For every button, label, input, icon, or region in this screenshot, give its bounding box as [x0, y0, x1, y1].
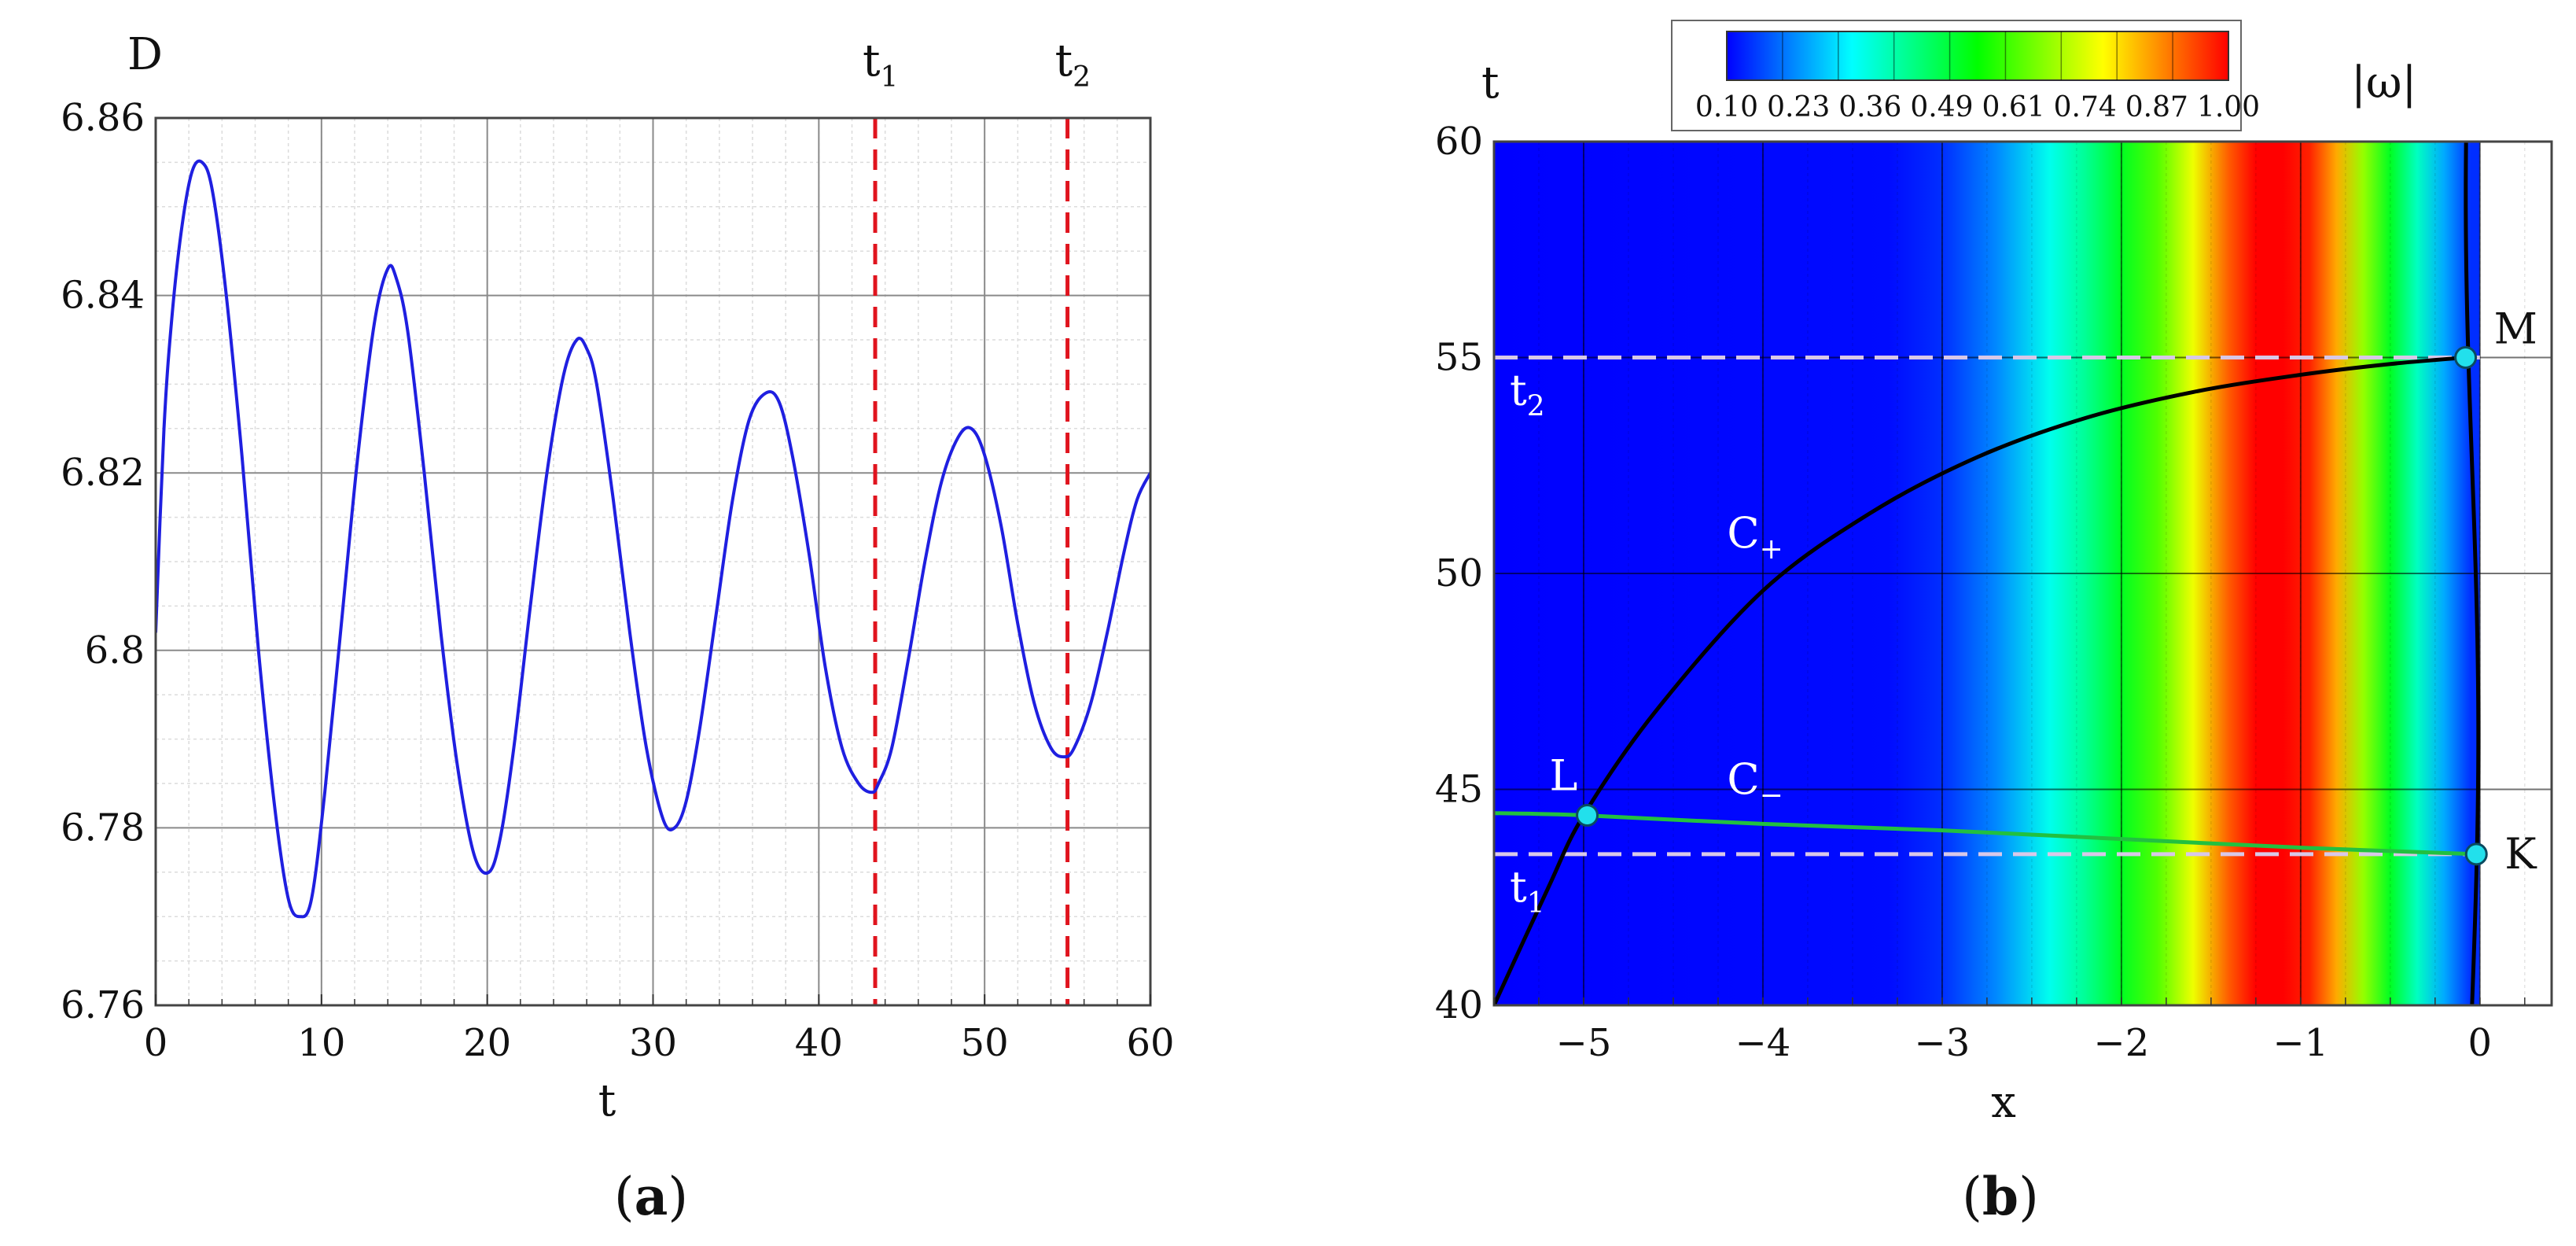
panel-b-curve-label: C−	[1727, 754, 1783, 812]
panel-b-grid	[1494, 142, 2552, 1005]
panel-b-xtick-label: −1	[2272, 1021, 2328, 1065]
panel-b-ytick-label: 40	[1435, 983, 1483, 1027]
panel-a-series-line	[156, 159, 1150, 919]
panel-a-ytick-label: 6.76	[61, 983, 145, 1027]
panel-a-marker-label: t2	[1055, 35, 1091, 94]
panel-b-characteristic-curve	[1494, 811, 2477, 857]
panel-a-marker-label-sub: 1	[881, 61, 899, 94]
panel-a-ytick-label: 6.86	[61, 96, 145, 140]
panel-b-xlabel: x	[1991, 1077, 2016, 1128]
panel-a-xtick-label: 40	[795, 1021, 843, 1065]
panel-b-curve-label-main: C	[1727, 508, 1759, 558]
panel-a-caption: (a)	[614, 1166, 688, 1227]
panel-b-curve-label-sub: +	[1760, 533, 1783, 566]
panel-b-xtick-label: −4	[1735, 1021, 1791, 1065]
panel-b-frame	[1492, 140, 2553, 1007]
panel-a-xlabel: t	[598, 1075, 616, 1126]
panel-b-point-label: L	[1550, 750, 1578, 800]
panel-a-xtick-label: 30	[629, 1021, 677, 1065]
panel-a-xtick-label: 20	[463, 1021, 511, 1065]
panel-b-ytick-label: 60	[1435, 120, 1483, 164]
panel-a-xtick-label: 50	[961, 1021, 1009, 1065]
panel-b-xtick-label: −3	[1915, 1021, 1971, 1065]
panel-a-ytick-label: 6.82	[61, 451, 145, 495]
panel-b-curve-label: C+	[1727, 508, 1783, 566]
panel-a: 0 10 20 30 40 50 606.766.786.86.826.846.86 t1 t…	[61, 29, 1174, 1227]
panel-b-point-M	[2454, 346, 2478, 369]
panel-b-xtick-label: −2	[2093, 1021, 2149, 1065]
panel-b-time-marker-label-main: t	[1510, 366, 1527, 415]
colorbar-tick-label: 0.61	[1982, 91, 2044, 123]
panel-a-marker-label-main: t	[863, 35, 881, 87]
panel-b-curve-label-sub: −	[1760, 780, 1783, 812]
panel-b-point-K	[2464, 842, 2488, 866]
panel-a-xtick-label: 10	[297, 1021, 345, 1065]
panel-a-ticks: 0 10 20 30 40 50 60 6.76 6.78 6.8 6.82 6.84 6.86	[61, 96, 1174, 1065]
colorbar-title: |ω|	[2351, 57, 2416, 109]
panel-b-ylabel: t	[1481, 57, 1500, 109]
panel-b-time-marker-label-main: t	[1510, 862, 1527, 912]
panel-a-marker-label-main: t	[1055, 35, 1073, 87]
panel-a-ylabel: D	[127, 29, 163, 80]
panel-b-ytick-label: 55	[1435, 336, 1483, 380]
panel-a-xtick-label: 60	[1126, 1021, 1174, 1065]
panel-b-curve-label-main: C	[1727, 754, 1759, 804]
panel-a-time-markers	[873, 118, 1070, 1005]
panel-b-time-marker-label: t1	[1510, 862, 1545, 920]
panel-b-point-L	[1576, 803, 1599, 827]
panel-b-xtick-label: 0	[2468, 1021, 2493, 1065]
colorbar-ticks: 0.10 0.23 0.36 0.49 0.61 0.74 0.87 1.00	[1695, 31, 2260, 123]
panel-b-time-marker-label-sub: 1	[1527, 887, 1545, 920]
panel-a-ytick-label: 6.78	[61, 805, 145, 850]
colorbar-tick-label: 0.49	[1910, 91, 1973, 123]
panel-b-point-label: K	[2504, 829, 2537, 879]
colorbar-ramp	[1726, 31, 2229, 81]
colorbar-tick-label: 0.87	[2125, 91, 2188, 123]
colorbar-tick-label: 0.10	[1695, 91, 1758, 123]
panel-b-xtick-label: −5	[1556, 1021, 1612, 1065]
panel-b-time-markers	[1494, 356, 2480, 857]
panel-b-caption: (b)	[1962, 1166, 2039, 1227]
colorbar-tick-label: 0.36	[1838, 91, 1901, 123]
panel-b-ytick-label: 50	[1435, 551, 1483, 595]
panel-b-points	[1576, 346, 2488, 866]
panel-a-marker-label-sub: 2	[1073, 61, 1091, 94]
panel-b-point-label: M	[2494, 304, 2537, 354]
panel-b-time-marker-label: t2	[1510, 366, 1545, 423]
panel-b-ytick-label: 45	[1435, 768, 1483, 812]
colorbar-tick-label: 0.74	[2054, 91, 2117, 123]
colorbar-tick-label: 0.23	[1767, 91, 1830, 123]
panel-a-marker-labels: t1 t2	[863, 35, 1091, 94]
panel-b-time-marker-label-sub: 2	[1527, 391, 1545, 423]
panel-a-xtick-label: 0	[144, 1021, 168, 1065]
panel-a-ytick-label: 6.84	[61, 274, 145, 318]
colorbar-tick-label: 1.00	[2197, 91, 2260, 123]
panel-a-ytick-label: 6.8	[85, 629, 145, 673]
colorbar: 0.10 0.23 0.36 0.49 0.61 0.74 0.87 1.00 |ω|	[1671, 20, 2416, 131]
panel-a-marker-label: t1	[863, 35, 898, 94]
